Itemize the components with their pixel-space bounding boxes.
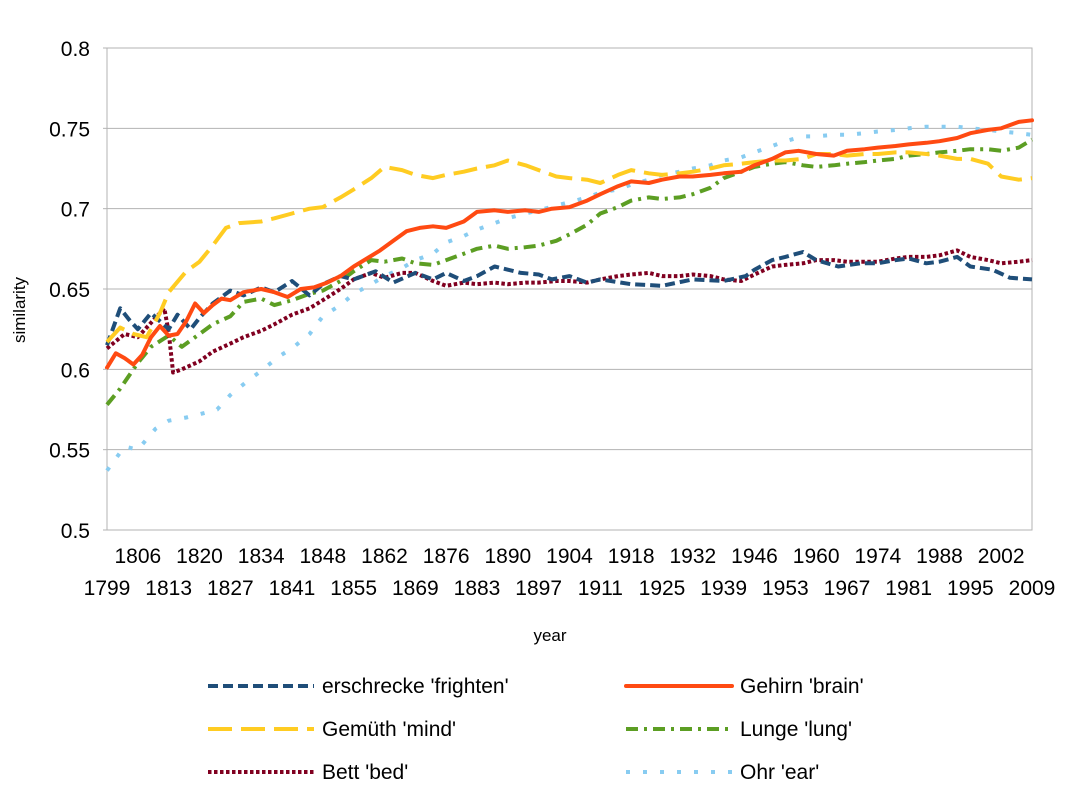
x-tick-label: 1953 — [762, 577, 809, 600]
series-lines — [105, 118, 1034, 472]
x-tick-label: 2009 — [1009, 577, 1056, 600]
x-tick-label: 1806 — [114, 545, 161, 568]
x-tick-label: 1897 — [515, 577, 562, 600]
x-tick-label: 1834 — [238, 545, 285, 568]
legend-label: Gehirn 'brain' — [740, 675, 864, 698]
x-tick-label: 1883 — [454, 577, 501, 600]
x-tick-label: 1813 — [145, 577, 192, 600]
x-tick-label: 1799 — [84, 577, 131, 600]
x-tick-label: 1981 — [885, 577, 932, 600]
x-tick-label: 1848 — [299, 545, 346, 568]
series-line-5 — [105, 124, 1033, 472]
x-tick-label: 1841 — [269, 577, 316, 600]
legend-label: Lunge 'lung' — [740, 718, 852, 741]
x-tick-label: 1939 — [700, 577, 747, 600]
x-tick-label: 1869 — [392, 577, 439, 600]
x-tick-label: 1904 — [546, 545, 593, 568]
y-tick-label: 0.5 — [61, 520, 90, 543]
x-tick-label: 2002 — [978, 545, 1025, 568]
y-axis-ticks: 0.5 0.55 0.6 0.65 0.7 0.75 0.8 — [49, 38, 107, 543]
x-tick-label: 1862 — [361, 545, 408, 568]
legend-label: Gemüth 'mind' — [322, 718, 456, 741]
x-tick-label: 1967 — [824, 577, 871, 600]
x-tick-label: 1995 — [947, 577, 994, 600]
x-tick-label: 1974 — [854, 545, 901, 568]
legend-label: erschrecke 'frighten' — [322, 675, 509, 698]
y-tick-label: 0.8 — [61, 38, 90, 61]
y-tick-label: 0.7 — [61, 199, 90, 222]
x-tick-label: 1827 — [207, 577, 254, 600]
x-tick-label: 1855 — [330, 577, 377, 600]
series-line-1 — [105, 118, 1034, 370]
x-axis-title: year — [533, 626, 566, 645]
legend: erschrecke 'frighten' Gehirn 'brain' Gemüt… — [208, 675, 864, 784]
y-tick-label: 0.6 — [61, 359, 90, 382]
x-tick-label: 1960 — [793, 545, 840, 568]
y-tick-label: 0.65 — [49, 279, 90, 302]
y-axis-title: similarity — [10, 276, 29, 343]
y-tick-label: 0.75 — [49, 118, 90, 141]
x-tick-label: 1932 — [669, 545, 716, 568]
legend-label: Ohr 'ear' — [740, 761, 819, 784]
x-tick-label: 1911 — [578, 577, 623, 600]
x-tick-label: 1890 — [484, 545, 531, 568]
series-line-2 — [105, 150, 1033, 344]
legend-label: Bett 'bed' — [322, 761, 408, 784]
x-tick-label: 1820 — [176, 545, 223, 568]
y-tick-label: 0.55 — [49, 440, 90, 463]
x-tick-label: 1925 — [639, 577, 686, 600]
x-tick-label: 1946 — [731, 545, 778, 568]
x-tick-label: 1918 — [608, 545, 655, 568]
x-axis-ticks: 1806 1820 1834 1848 1862 1876 1890 1904 1918 1932… — [84, 545, 1056, 600]
x-tick-label: 1876 — [423, 545, 470, 568]
x-tick-label: 1988 — [916, 545, 963, 568]
